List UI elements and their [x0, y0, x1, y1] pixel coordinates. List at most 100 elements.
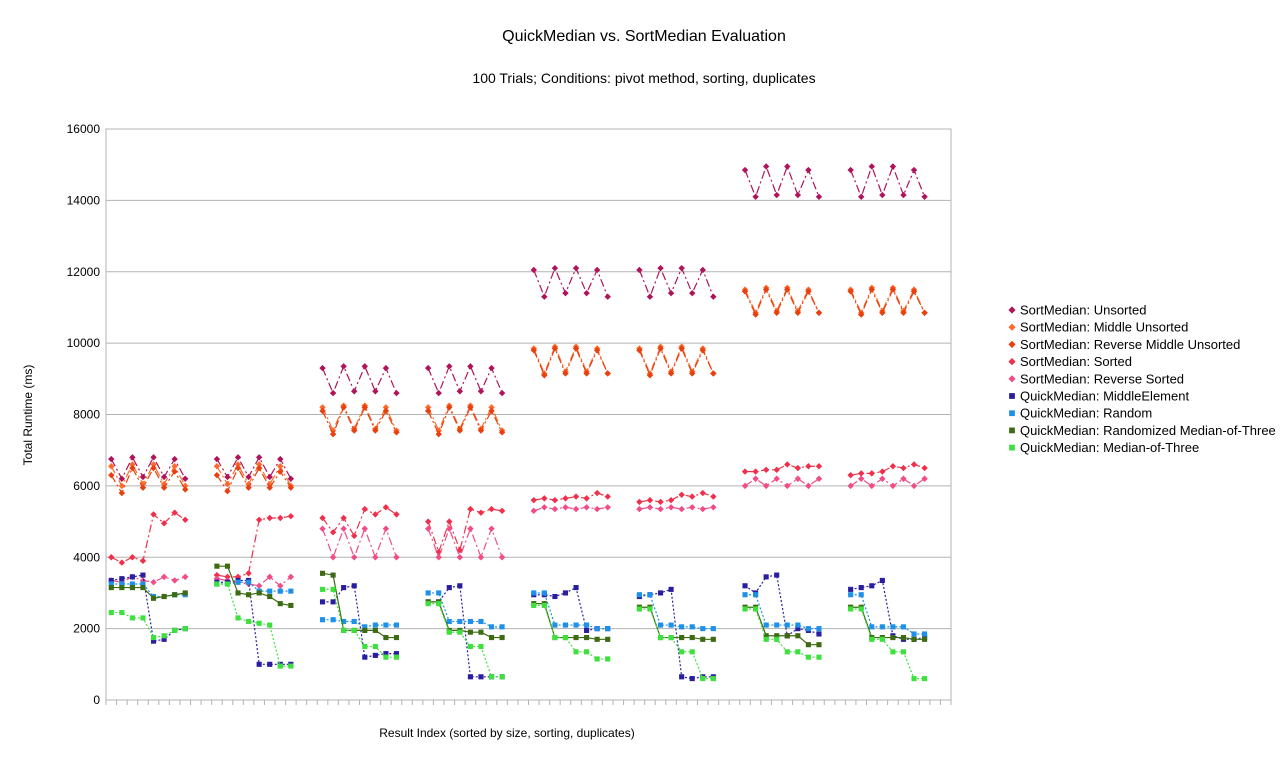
data-point — [499, 674, 505, 680]
data-point — [435, 430, 442, 438]
data-point — [604, 504, 611, 511]
data-point — [351, 583, 357, 589]
data-point — [911, 636, 917, 642]
data-point — [498, 554, 506, 561]
data-point — [340, 363, 347, 370]
data-point — [457, 629, 463, 635]
data-point — [541, 590, 547, 596]
data-point — [900, 191, 907, 199]
data-point — [646, 504, 654, 511]
data-point — [129, 615, 135, 621]
data-point — [467, 404, 474, 411]
data-point — [446, 518, 453, 525]
data-point — [255, 454, 263, 461]
legend-item: SortMedian: Reverse Sorted — [1008, 371, 1184, 386]
data-point — [774, 633, 780, 639]
data-point — [858, 470, 865, 477]
data-point — [890, 634, 896, 641]
data-point — [382, 525, 390, 532]
data-point — [636, 592, 642, 598]
data-point — [541, 602, 547, 608]
data-point — [593, 489, 601, 497]
data-point — [329, 529, 337, 536]
data-point — [319, 525, 326, 532]
data-point — [689, 289, 696, 297]
data-point — [562, 634, 569, 641]
data-point — [784, 461, 791, 468]
data-point — [319, 599, 326, 605]
data-point — [319, 617, 326, 623]
data-point — [678, 264, 685, 272]
legend-marker — [1008, 323, 1016, 331]
data-point — [319, 514, 326, 522]
data-point — [256, 590, 262, 596]
data-point — [900, 634, 907, 641]
data-point — [382, 504, 390, 511]
data-point — [605, 636, 611, 642]
data-point — [287, 475, 295, 482]
legend-item: QuickMedian: Random — [1009, 406, 1152, 421]
data-point — [436, 590, 442, 596]
data-point — [393, 651, 400, 657]
data-point — [657, 264, 664, 272]
data-point — [636, 347, 643, 354]
data-point — [108, 471, 115, 479]
legend-label: QuickMedian: Randomized Median-of-Three — [1020, 423, 1276, 438]
data-point — [372, 652, 378, 658]
data-point — [267, 661, 273, 667]
data-point — [171, 463, 178, 470]
data-point — [753, 606, 759, 612]
data-point — [488, 525, 495, 532]
data-point — [340, 514, 347, 522]
data-point — [815, 463, 823, 470]
data-point — [752, 193, 759, 201]
data-point — [467, 505, 474, 513]
data-point — [910, 461, 918, 468]
data-point — [435, 554, 442, 561]
data-point — [794, 475, 802, 482]
series-line — [850, 286, 926, 315]
data-point — [667, 504, 675, 511]
data-point — [488, 364, 495, 372]
data-point — [848, 586, 854, 592]
series-line — [322, 572, 397, 639]
series-line — [428, 603, 503, 678]
y-tick-label: 2000 — [73, 622, 100, 636]
series-line — [638, 346, 714, 377]
series-line — [427, 405, 503, 436]
data-point — [277, 463, 284, 470]
data-point — [161, 593, 167, 600]
series-line — [216, 583, 291, 667]
data-point — [668, 586, 674, 592]
data-point — [277, 468, 284, 475]
data-point — [773, 309, 780, 316]
data-point — [795, 626, 801, 632]
data-point — [266, 473, 273, 481]
data-point — [699, 266, 706, 274]
data-point — [679, 649, 685, 655]
data-point — [266, 484, 273, 491]
data-point — [868, 163, 875, 170]
data-point — [182, 573, 189, 581]
legend-item: SortMedian: Sorted — [1008, 354, 1132, 369]
data-point — [118, 475, 126, 482]
data-point — [763, 622, 769, 628]
series-line — [533, 346, 609, 377]
data-point — [900, 464, 907, 472]
data-point — [129, 574, 135, 580]
data-point — [119, 576, 125, 582]
data-point — [847, 482, 854, 490]
data-point — [710, 370, 717, 377]
data-point — [868, 482, 875, 490]
data-point — [921, 475, 928, 482]
data-point — [171, 455, 178, 463]
x-axis-label: Result Index (sorted by size, sorting, d… — [379, 726, 634, 740]
data-point — [700, 636, 706, 642]
data-point — [382, 404, 390, 411]
data-point — [108, 554, 115, 561]
legend-label: SortMedian: Middle Unsorted — [1020, 320, 1188, 335]
data-point — [593, 505, 601, 513]
data-point — [910, 482, 918, 490]
data-point — [255, 461, 263, 468]
legend-label: SortMedian: Reverse Sorted — [1020, 371, 1184, 386]
